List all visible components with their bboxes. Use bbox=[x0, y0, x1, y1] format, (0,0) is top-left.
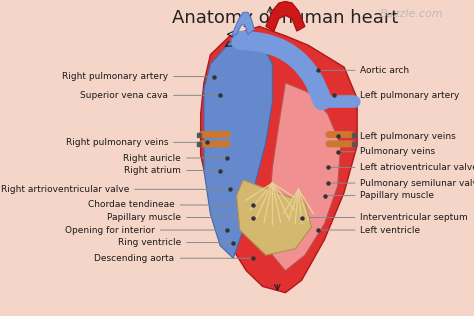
Text: Right auricle: Right auricle bbox=[123, 154, 224, 162]
Text: Papillary muscle: Papillary muscle bbox=[328, 191, 434, 200]
Text: Right pulmonary artery: Right pulmonary artery bbox=[62, 72, 211, 81]
Text: Superior vena cava: Superior vena cava bbox=[80, 91, 218, 100]
Polygon shape bbox=[266, 1, 305, 31]
Text: Left ventricle: Left ventricle bbox=[321, 226, 420, 234]
Polygon shape bbox=[204, 39, 273, 258]
Polygon shape bbox=[232, 12, 255, 36]
Text: Chordae tendineae: Chordae tendineae bbox=[88, 200, 250, 210]
Polygon shape bbox=[201, 27, 357, 293]
Text: Opening for interior: Opening for interior bbox=[65, 226, 224, 234]
Text: Descending aorta: Descending aorta bbox=[94, 254, 250, 263]
Text: Ring ventricle: Ring ventricle bbox=[118, 238, 230, 247]
Text: Right atrium: Right atrium bbox=[124, 166, 218, 175]
Text: Right artrioventricular valve: Right artrioventricular valve bbox=[0, 185, 227, 194]
Text: Buzzle.com: Buzzle.com bbox=[380, 9, 444, 19]
Text: Pulmonary semilunar valva: Pulmonary semilunar valva bbox=[330, 179, 474, 188]
Text: Aortic arch: Aortic arch bbox=[321, 66, 410, 75]
FancyArrowPatch shape bbox=[241, 40, 322, 100]
Text: Pulmonary veins: Pulmonary veins bbox=[340, 147, 436, 156]
Polygon shape bbox=[237, 180, 311, 255]
Text: Left pulmonary veins: Left pulmonary veins bbox=[340, 131, 456, 141]
Polygon shape bbox=[269, 83, 341, 271]
Text: Papillary muscle: Papillary muscle bbox=[107, 213, 250, 222]
Text: Left pulmonary artery: Left pulmonary artery bbox=[337, 91, 460, 100]
Text: Anatomy of human heart: Anatomy of human heart bbox=[172, 9, 399, 27]
Text: Left atrioventricular valve: Left atrioventricular valve bbox=[330, 163, 474, 172]
Text: Right pulmonary veins: Right pulmonary veins bbox=[65, 138, 204, 147]
Text: Interventricular septum: Interventricular septum bbox=[304, 213, 468, 222]
